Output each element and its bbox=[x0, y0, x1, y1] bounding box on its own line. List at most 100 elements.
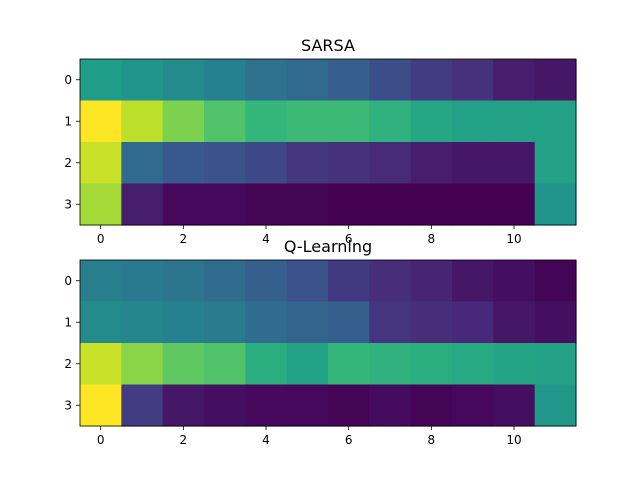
heatmap-cell-r0-c3 bbox=[204, 59, 246, 102]
heatmap-cell-r3-c5 bbox=[286, 183, 329, 226]
heatmap-cell-r3-c11 bbox=[534, 183, 577, 226]
heatmap-cell-r2-c7 bbox=[369, 142, 412, 185]
x-tick-label: 0 bbox=[97, 232, 105, 246]
heatmap-cell-r2-c10 bbox=[493, 343, 536, 386]
heatmap-cell-r3-c2 bbox=[162, 384, 205, 427]
heatmap-cell-r0-c5 bbox=[286, 260, 329, 303]
heatmap-cell-r0-c6 bbox=[328, 59, 370, 102]
y-tick-label: 0 bbox=[64, 274, 72, 288]
heatmap-cell-r1-c0 bbox=[80, 301, 122, 344]
heatmap-cell-r1-c4 bbox=[245, 301, 288, 344]
heatmap-cell-r0-c3 bbox=[204, 260, 246, 303]
sarsa-heatmap-panel: SARSA 0 2 4 6 8 10 0 1 2 3 bbox=[64, 36, 577, 246]
heatmap-cell-r3-c7 bbox=[369, 384, 412, 427]
x-tick-label: 6 bbox=[345, 232, 353, 246]
heatmap-cell-r2-c2 bbox=[162, 142, 205, 185]
heatmap-cells bbox=[80, 59, 577, 226]
x-tick-label: 4 bbox=[262, 433, 270, 447]
heatmap-cell-r1-c5 bbox=[286, 301, 329, 344]
heatmap-cell-r0-c0 bbox=[80, 260, 122, 303]
y-tick-label: 0 bbox=[64, 73, 72, 87]
heatmap-cell-r0-c10 bbox=[493, 260, 536, 303]
heatmap-cell-r3-c6 bbox=[328, 384, 370, 427]
heatmap-cell-r2-c5 bbox=[286, 142, 329, 185]
x-tick-label: 8 bbox=[428, 433, 436, 447]
y-tick-label: 3 bbox=[64, 398, 72, 412]
heatmap-cell-r2-c8 bbox=[410, 343, 453, 386]
heatmap-cell-r0-c8 bbox=[410, 59, 453, 102]
heatmap-cell-r3-c3 bbox=[204, 384, 246, 427]
heatmap-cell-r0-c10 bbox=[493, 59, 536, 102]
y-axis: 0 1 2 3 bbox=[64, 73, 80, 211]
chart-title: Q-Learning bbox=[284, 237, 372, 256]
x-tick-label: 10 bbox=[506, 433, 521, 447]
heatmap-cell-r0-c11 bbox=[534, 260, 577, 303]
heatmap-cell-r1-c7 bbox=[369, 100, 412, 143]
heatmap-cell-r1-c11 bbox=[534, 100, 577, 143]
heatmap-cell-r3-c6 bbox=[328, 183, 370, 226]
heatmap-cell-r2-c11 bbox=[534, 142, 577, 185]
heatmap-cell-r3-c4 bbox=[245, 384, 288, 427]
heatmap-cell-r3-c11 bbox=[534, 384, 577, 427]
x-tick-label: 8 bbox=[428, 232, 436, 246]
heatmap-cell-r2-c7 bbox=[369, 343, 412, 386]
heatmap-cell-r3-c9 bbox=[452, 384, 494, 427]
heatmap-cell-r0-c2 bbox=[162, 260, 205, 303]
heatmap-cell-r2-c9 bbox=[452, 343, 494, 386]
heatmap-cell-r0-c9 bbox=[452, 260, 494, 303]
heatmap-cell-r1-c1 bbox=[121, 301, 164, 344]
heatmap-cell-r0-c7 bbox=[369, 260, 412, 303]
x-axis: 0 2 4 6 8 10 bbox=[97, 225, 522, 246]
heatmap-cell-r2-c0 bbox=[80, 142, 122, 185]
x-tick-label: 2 bbox=[180, 433, 188, 447]
heatmap-cell-r2-c5 bbox=[286, 343, 329, 386]
heatmap-cell-r2-c1 bbox=[121, 142, 164, 185]
heatmap-cell-r3-c1 bbox=[121, 183, 164, 226]
heatmap-cell-r3-c3 bbox=[204, 183, 246, 226]
heatmap-cell-r1-c10 bbox=[493, 100, 536, 143]
y-tick-label: 3 bbox=[64, 197, 72, 211]
heatmap-cell-r0-c5 bbox=[286, 59, 329, 102]
heatmap-cell-r2-c4 bbox=[245, 142, 288, 185]
heatmap-cell-r2-c9 bbox=[452, 142, 494, 185]
heatmap-cell-r2-c3 bbox=[204, 343, 246, 386]
y-tick-label: 2 bbox=[64, 156, 72, 170]
heatmap-cell-r2-c2 bbox=[162, 343, 205, 386]
heatmap-cell-r2-c0 bbox=[80, 343, 122, 386]
heatmap-cell-r3-c2 bbox=[162, 183, 205, 226]
heatmap-cell-r1-c4 bbox=[245, 100, 288, 143]
heatmap-cell-r0-c1 bbox=[121, 260, 164, 303]
y-tick-label: 1 bbox=[64, 114, 72, 128]
chart-title: SARSA bbox=[301, 36, 355, 55]
heatmap-cell-r2-c8 bbox=[410, 142, 453, 185]
heatmap-cell-r1-c9 bbox=[452, 100, 494, 143]
heatmap-cell-r3-c8 bbox=[410, 183, 453, 226]
heatmap-cell-r3-c10 bbox=[493, 183, 536, 226]
heatmap-cell-r3-c9 bbox=[452, 183, 494, 226]
heatmap-cell-r3-c4 bbox=[245, 183, 288, 226]
x-tick-label: 2 bbox=[180, 232, 188, 246]
heatmap-cell-r1-c6 bbox=[328, 100, 370, 143]
heatmap-cell-r1-c2 bbox=[162, 100, 205, 143]
heatmap-cell-r3-c8 bbox=[410, 384, 453, 427]
heatmap-cell-r2-c1 bbox=[121, 343, 164, 386]
heatmap-cell-r0-c4 bbox=[245, 260, 288, 303]
axes-frame bbox=[79, 259, 577, 427]
heatmap-cell-r1-c8 bbox=[410, 100, 453, 143]
q-learning-heatmap-panel: Q-Learning 0 2 4 6 8 10 0 1 2 3 bbox=[64, 237, 577, 447]
y-axis: 0 1 2 3 bbox=[64, 274, 80, 412]
heatmap-cells bbox=[80, 260, 577, 427]
heatmap-cell-r2-c6 bbox=[328, 142, 370, 185]
x-tick-label: 6 bbox=[345, 433, 353, 447]
heatmap-cell-r3-c0 bbox=[80, 183, 122, 226]
heatmap-cell-r1-c6 bbox=[328, 301, 370, 344]
heatmap-cell-r1-c11 bbox=[534, 301, 577, 344]
heatmap-cell-r1-c3 bbox=[204, 100, 246, 143]
x-tick-label: 10 bbox=[506, 232, 521, 246]
heatmap-cell-r1-c8 bbox=[410, 301, 453, 344]
heatmap-cell-r0-c8 bbox=[410, 260, 453, 303]
heatmap-cell-r2-c11 bbox=[534, 343, 577, 386]
heatmap-cell-r3-c10 bbox=[493, 384, 536, 427]
x-tick-label: 0 bbox=[97, 433, 105, 447]
axes-frame bbox=[79, 58, 577, 226]
